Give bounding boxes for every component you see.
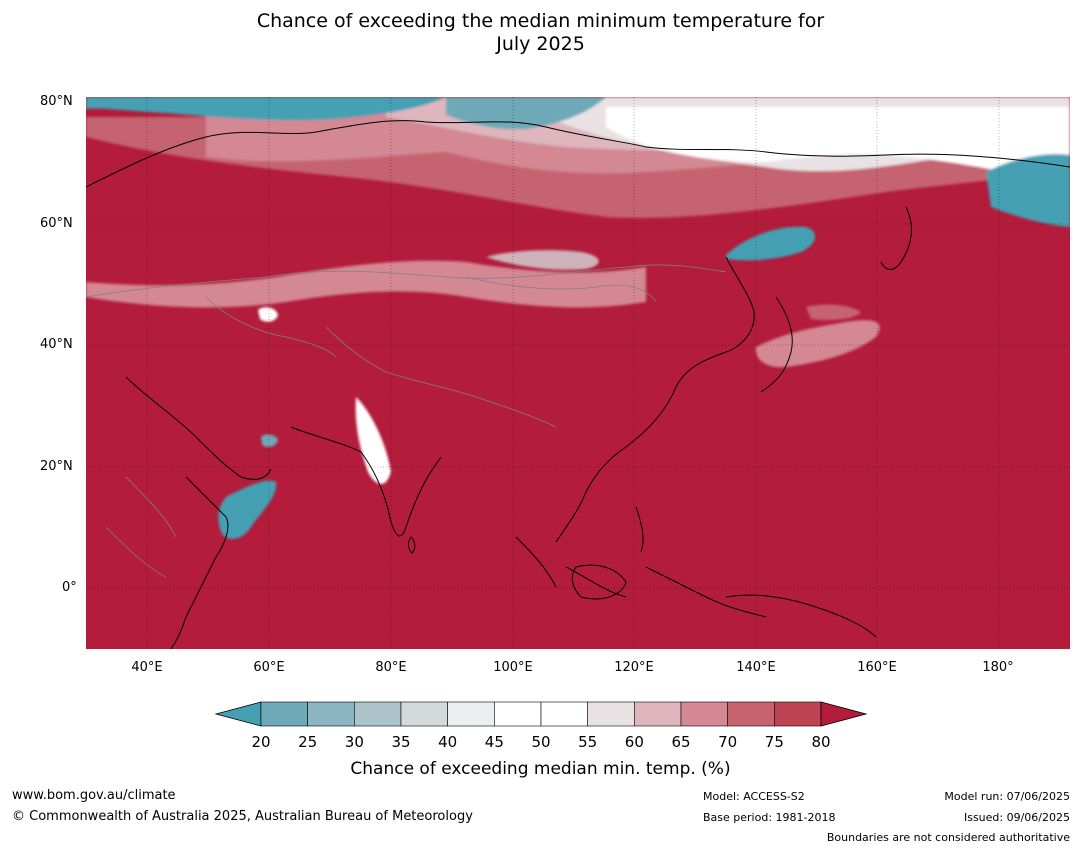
cool-gulf-aden — [261, 434, 278, 448]
colorbar-segment — [260, 701, 308, 727]
coastlines — [86, 120, 1070, 649]
band-65-70-kazakh — [86, 260, 646, 308]
lon-label-160e: 160°E — [857, 660, 897, 675]
colorbar-segment — [727, 701, 775, 727]
country-borders — [86, 264, 727, 578]
colorbar-segment — [540, 701, 588, 727]
colorbar-tick-label: 50 — [531, 733, 551, 751]
lon-label-120e: 120°E — [614, 660, 654, 675]
colorbar-segment — [634, 701, 682, 727]
colorbar-tick-label: 60 — [624, 733, 644, 751]
colorbar-tick-label: 45 — [484, 733, 504, 751]
footer-issued: Issued: 09/06/2025 — [963, 811, 1070, 824]
footer-model: Model: ACCESS-S2 — [703, 790, 805, 803]
graticule — [86, 97, 1070, 649]
cool-arctic-east — [986, 154, 1070, 227]
border-mongolia — [465, 276, 657, 303]
band-65-pacific — [806, 304, 861, 321]
colorbar-segment — [354, 701, 402, 727]
lat-label-0: 0° — [62, 580, 77, 595]
cool-arctic-west — [86, 97, 446, 121]
lon-label-80e: 80°E — [375, 660, 407, 675]
title-line-1: Chance of exceeding the median minimum t… — [256, 10, 825, 32]
footer-website[interactable]: www.bom.gov.au/climate — [12, 788, 176, 803]
coast-europe-arctic — [86, 120, 1070, 188]
colorbar-segment — [587, 701, 635, 727]
colorbar-tick-label: 65 — [671, 733, 691, 751]
lat-label-80n: 80°N — [40, 94, 73, 109]
colorbar-tick-label: 70 — [718, 733, 738, 751]
cool-arabian-sea — [218, 480, 277, 539]
cool-arctic-center — [446, 97, 606, 130]
colorbar-tick-label: 55 — [578, 733, 598, 751]
colorbar-segment — [680, 701, 728, 727]
neutral-india — [355, 397, 391, 485]
colorbar-label: Chance of exceeding median min. temp. (%… — [350, 759, 731, 779]
lon-label-60e: 60°E — [253, 660, 285, 675]
coast-new-guinea — [725, 594, 877, 638]
border-africa — [105, 476, 177, 578]
coast-africa-horn — [170, 476, 229, 649]
cool-okhotsk — [726, 226, 816, 261]
probability-map — [86, 97, 1070, 649]
coast-japan — [760, 296, 793, 393]
lon-label-180: 180° — [982, 660, 1014, 675]
footer-base-period: Base period: 1981-2018 — [703, 811, 836, 824]
coast-philippines — [635, 506, 644, 553]
colorbar-tick-label: 80 — [811, 733, 831, 751]
coast-sri-lanka — [408, 536, 416, 554]
white-siberia — [606, 107, 1070, 182]
footer-model-run: Model run: 07/06/2025 — [944, 790, 1070, 803]
band-neutral-central — [486, 250, 599, 270]
colorbar-tick-label: 20 — [251, 733, 271, 751]
lon-label-100e: 100°E — [493, 660, 533, 675]
coast-sea-islands — [515, 536, 767, 618]
colorbar — [214, 701, 868, 727]
footer-copyright: © Commonwealth of Australia 2025, Austra… — [12, 809, 473, 824]
colorbar-tick-label: 75 — [764, 733, 784, 751]
colorbar-extend-low — [214, 701, 262, 727]
colorbar-segment — [774, 701, 822, 727]
colorbar-tick-label: 40 — [438, 733, 458, 751]
lon-label-140e: 140°E — [736, 660, 776, 675]
border-china-west — [325, 326, 557, 428]
coast-india — [290, 426, 442, 537]
colorbar-tick-label: 25 — [298, 733, 318, 751]
colorbar-tick-label: 35 — [391, 733, 411, 751]
lat-label-40n: 40°N — [40, 337, 73, 352]
border-central-asia — [205, 296, 337, 358]
colorbar-extend-high — [820, 701, 868, 727]
colorbar-segment — [307, 701, 355, 727]
colorbar-tick-label: 30 — [344, 733, 364, 751]
band-70-pacific — [755, 320, 880, 368]
colorbar-segment — [447, 701, 495, 727]
coast-east-asia — [555, 256, 755, 543]
coast-arabia — [125, 376, 272, 480]
neutral-caspian — [258, 307, 278, 322]
border-russia-south — [86, 264, 727, 298]
map-title: Chance of exceeding the median minimum t… — [0, 10, 1081, 56]
colorbar-segment — [400, 701, 448, 727]
footer-disclaimer: Boundaries are not considered authoritat… — [826, 831, 1070, 844]
lat-label-20n: 20°N — [40, 459, 73, 474]
title-line-2: July 2025 — [496, 33, 585, 55]
coast-borneo — [571, 564, 627, 600]
coast-kamchatka — [880, 206, 912, 270]
probability-shading — [86, 97, 1070, 539]
colorbar-segment — [494, 701, 542, 727]
lon-label-40e: 40°E — [131, 660, 163, 675]
lat-label-60n: 60°N — [40, 216, 73, 231]
